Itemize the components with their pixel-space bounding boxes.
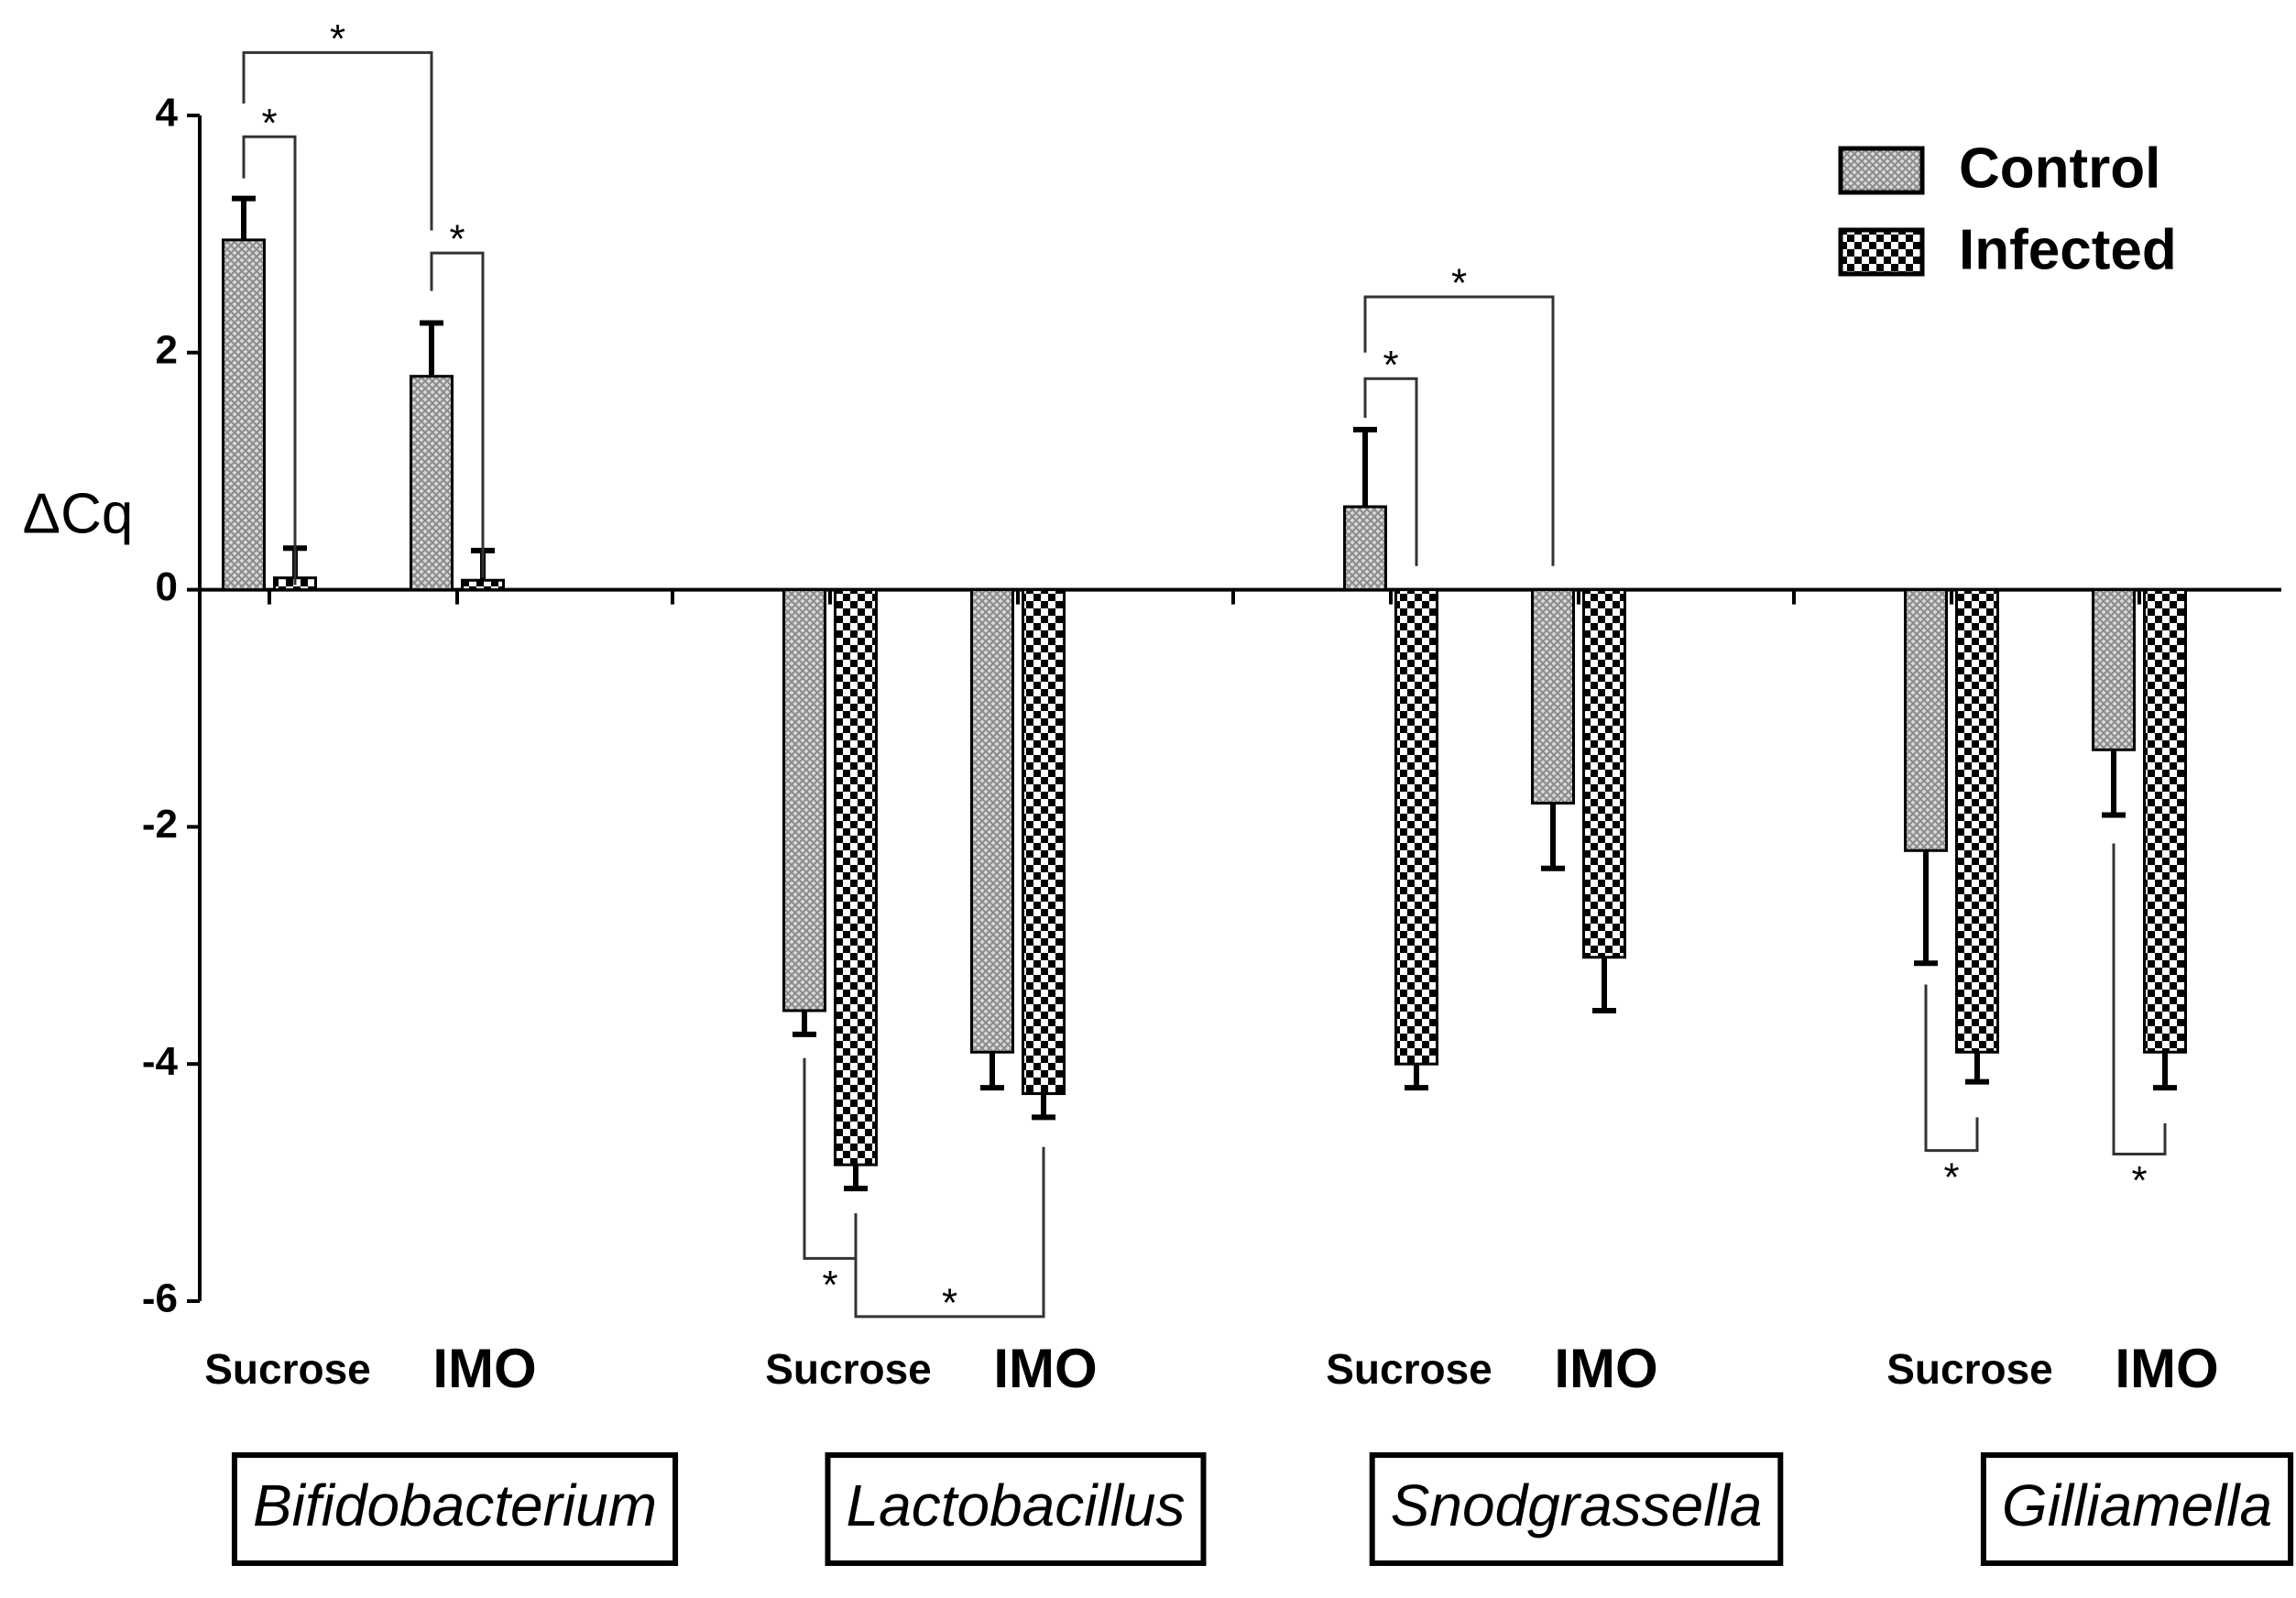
significance-bracket <box>430 251 485 578</box>
error-bar <box>2102 750 2126 818</box>
error-bar <box>980 1052 1004 1091</box>
legend-label: Infected <box>1959 218 2177 281</box>
bar <box>1343 505 1387 592</box>
bar <box>461 578 505 592</box>
x-tick-label: Sucrose <box>1886 1345 2053 1393</box>
significance-label: * <box>261 101 277 146</box>
error-bar <box>1592 957 1616 1013</box>
significance-bracket <box>1363 295 1555 566</box>
group-label: Bifidobacterium <box>253 1472 657 1538</box>
bar <box>970 588 1014 1054</box>
significance-bracket <box>242 50 433 231</box>
error-bar <box>844 1165 868 1192</box>
significance-label: * <box>942 1280 957 1325</box>
significance-label: * <box>449 217 465 262</box>
bar <box>782 588 826 1012</box>
significance-label: * <box>1383 343 1398 388</box>
y-tick-label: -6 <box>142 1276 178 1321</box>
group-box <box>825 1452 1207 1566</box>
significance-label: * <box>822 1263 837 1308</box>
bar <box>2092 588 2136 751</box>
bar <box>222 238 266 592</box>
error-bar <box>1541 803 1565 871</box>
significance-label: * <box>330 16 345 61</box>
bar <box>1955 588 1999 1054</box>
legend-label: Control <box>1959 137 2160 200</box>
bar <box>410 375 454 592</box>
bar <box>1582 588 1626 959</box>
group-box <box>1369 1452 1784 1566</box>
x-tick-label: IMO <box>993 1338 1097 1399</box>
error-bar <box>2153 1052 2177 1091</box>
y-tick-label: -4 <box>142 1039 179 1084</box>
significance-bracket <box>2112 843 2167 1156</box>
bar <box>1394 588 1438 1066</box>
group-label: Lactobacillus <box>847 1472 1186 1538</box>
bar <box>1022 588 1066 1096</box>
y-tick-label: 2 <box>156 327 178 372</box>
significance-label: * <box>1451 261 1467 306</box>
significance-bracket <box>1924 984 1979 1153</box>
y-tick-label: 0 <box>156 564 178 609</box>
error-bar <box>1405 1064 1428 1091</box>
significance-bracket <box>854 1146 1045 1319</box>
bar <box>2143 588 2187 1054</box>
error-bar <box>1353 426 1377 508</box>
error-bar <box>793 1010 816 1037</box>
x-tick-label: IMO <box>1554 1338 1657 1399</box>
x-tick-label: IMO <box>432 1338 536 1399</box>
legend-swatch <box>1838 146 1925 195</box>
error-bar <box>232 195 256 240</box>
significance-bracket <box>242 135 297 586</box>
group-box <box>1980 1452 2294 1566</box>
y-tick-label: 4 <box>156 91 179 136</box>
y-axis-label: ΔCq <box>23 482 134 545</box>
x-tick-label: Sucrose <box>765 1345 932 1393</box>
error-bar <box>1965 1052 1989 1085</box>
group-label: Gilliamella <box>2002 1472 2272 1538</box>
error-bar <box>1032 1093 1055 1121</box>
significance-label: * <box>1943 1155 1959 1199</box>
x-tick-label: Sucrose <box>204 1345 371 1393</box>
x-tick-label: Sucrose <box>1326 1345 1492 1393</box>
significance-bracket <box>1363 377 1418 566</box>
error-bar <box>1914 850 1938 967</box>
significance-label: * <box>2131 1158 2147 1203</box>
error-bar <box>420 320 443 377</box>
bar <box>1904 588 1948 852</box>
bar <box>834 588 878 1166</box>
legend-swatch <box>1838 227 1925 277</box>
group-box <box>231 1452 679 1566</box>
bar <box>1531 588 1575 805</box>
x-tick-label: IMO <box>2115 1338 2218 1399</box>
y-tick-label: -2 <box>142 802 178 847</box>
group-label: Snodgrassella <box>1391 1472 1763 1538</box>
